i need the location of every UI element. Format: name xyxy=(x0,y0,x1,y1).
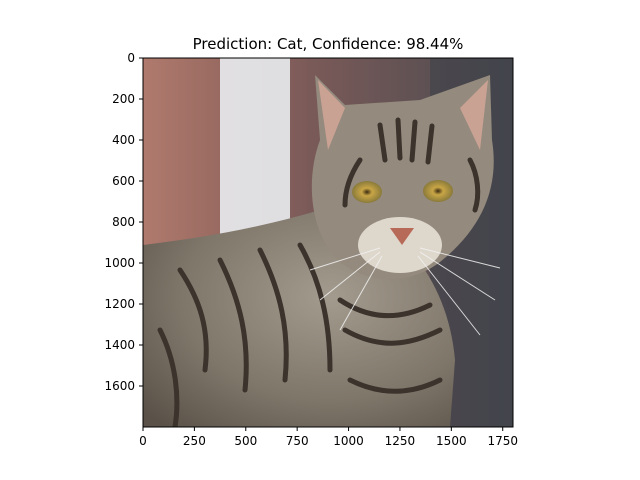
x-axis: 0 250 500 750 1000 1250 1500 1750 xyxy=(139,427,518,448)
cat-head xyxy=(311,75,494,280)
y-tick-label: 1600 xyxy=(104,379,135,393)
y-tick-label: 1000 xyxy=(104,256,135,270)
cat-ear-right xyxy=(460,80,488,150)
cat-eye-left xyxy=(352,181,382,203)
x-tick-label: 500 xyxy=(234,434,257,448)
cat-stripes xyxy=(157,117,481,427)
x-tick-label: 1000 xyxy=(333,434,364,448)
y-tick-label: 400 xyxy=(112,133,135,147)
cat-eye-right xyxy=(423,180,453,202)
cat-muzzle xyxy=(358,217,442,273)
y-tick-label: 200 xyxy=(112,92,135,106)
cat-photo xyxy=(143,58,513,427)
x-tick-label: 750 xyxy=(286,434,309,448)
y-tick-label: 800 xyxy=(112,215,135,229)
x-tick-label: 1750 xyxy=(487,434,518,448)
cat-nose xyxy=(390,228,414,245)
y-axis: 0 200 400 600 800 1000 1200 1400 1600 xyxy=(104,51,143,393)
plot-frame xyxy=(142,57,514,428)
photo-background-pillar xyxy=(220,58,290,248)
x-tick-label: 1250 xyxy=(385,434,416,448)
x-tick-label: 0 xyxy=(139,434,147,448)
y-tick-label: 0 xyxy=(127,51,135,65)
y-tick-label: 1400 xyxy=(104,338,135,352)
cat-ear-left xyxy=(318,80,345,150)
y-tick-label: 600 xyxy=(112,174,135,188)
x-tick-label: 1500 xyxy=(436,434,467,448)
x-tick-label: 250 xyxy=(183,434,206,448)
chart-title: Prediction: Cat, Confidence: 98.44% xyxy=(193,35,464,53)
y-tick-label: 1200 xyxy=(104,297,135,311)
cat-whiskers xyxy=(309,247,501,336)
